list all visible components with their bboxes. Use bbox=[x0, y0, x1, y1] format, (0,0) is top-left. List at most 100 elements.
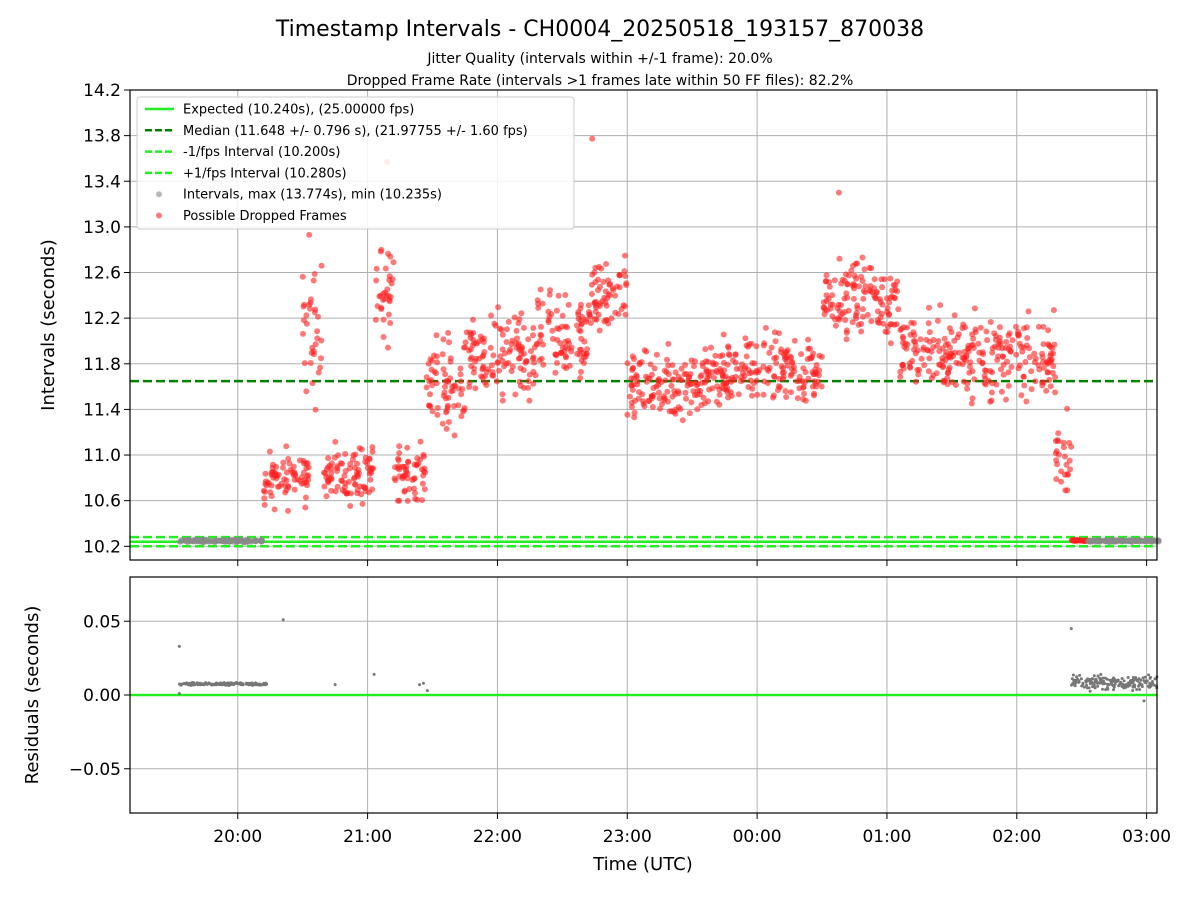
dropped-frame-point bbox=[308, 349, 315, 356]
dropped-frame-point bbox=[578, 346, 585, 353]
residual-point bbox=[425, 689, 429, 693]
dropped-frame-point bbox=[1055, 438, 1062, 445]
dropped-frame-point bbox=[1036, 366, 1043, 373]
dropped-frame-point bbox=[487, 344, 494, 351]
dropped-frame-point bbox=[683, 395, 689, 402]
residual-point bbox=[1137, 677, 1141, 681]
dropped-frame-point bbox=[538, 323, 544, 330]
dropped-frame-point bbox=[549, 335, 556, 342]
dropped-frame-point bbox=[942, 357, 949, 363]
dropped-frame-point bbox=[749, 360, 756, 367]
dropped-frame-point bbox=[1024, 335, 1031, 341]
dropped-frame-point bbox=[372, 316, 379, 323]
dropped-frame-point bbox=[428, 377, 434, 384]
dropped-frame-point bbox=[771, 355, 778, 362]
dropped-frame-point bbox=[411, 475, 418, 482]
dropped-frame-point bbox=[686, 410, 693, 417]
dropped-frame-point bbox=[631, 414, 638, 421]
dropped-frame-point bbox=[897, 373, 904, 380]
dropped-frame-point bbox=[945, 366, 952, 373]
intervals-y-tick-label: 11.0 bbox=[83, 446, 121, 466]
legend-entry-label: +1/fps Interval (10.280s) bbox=[183, 166, 347, 181]
dropped-frame-point bbox=[608, 315, 615, 322]
dropped-frame-point bbox=[966, 363, 973, 370]
residual-point bbox=[235, 681, 239, 685]
dropped-frame-point bbox=[540, 361, 547, 368]
dropped-frame-point bbox=[470, 369, 477, 376]
residual-point bbox=[1101, 676, 1105, 680]
dropped-frame-point bbox=[566, 362, 573, 369]
residual-point bbox=[1088, 679, 1092, 683]
legend-box bbox=[136, 96, 575, 230]
residual-point bbox=[421, 681, 425, 685]
dropped-frame-point bbox=[323, 493, 330, 500]
dropped-frame-point bbox=[874, 308, 881, 315]
dropped-frame-point bbox=[788, 389, 794, 396]
dropped-frame-point bbox=[1015, 331, 1022, 338]
dropped-frame-point bbox=[455, 385, 462, 392]
dropped-frame-point bbox=[604, 295, 611, 302]
residual-point bbox=[1092, 674, 1096, 678]
dropped-frame-point bbox=[334, 483, 341, 490]
dropped-frame-point bbox=[724, 389, 731, 396]
dropped-frame-point bbox=[1009, 337, 1016, 344]
dropped-frame-point bbox=[305, 476, 312, 483]
dropped-frame-point bbox=[725, 394, 731, 401]
dropped-frame-point bbox=[583, 350, 590, 357]
dropped-frame-point bbox=[318, 355, 324, 362]
residual-point bbox=[1124, 683, 1128, 687]
dropped-frame-point bbox=[499, 357, 506, 364]
dropped-frame-point bbox=[1023, 398, 1030, 405]
dropped-frame-point bbox=[623, 282, 630, 288]
dropped-frame-point bbox=[318, 262, 325, 269]
dropped-frame-point bbox=[794, 395, 801, 402]
dropped-frame-point bbox=[404, 497, 411, 504]
residual-point bbox=[233, 682, 237, 685]
dropped-frame-point bbox=[518, 310, 525, 317]
dropped-frame-point bbox=[703, 358, 710, 365]
dropped-frame-point bbox=[1013, 351, 1020, 358]
dropped-frame-point bbox=[775, 383, 782, 390]
dropped-frame-point bbox=[503, 326, 510, 333]
dropped-frame-point bbox=[732, 351, 739, 358]
dropped-frame-point bbox=[305, 472, 312, 479]
dropped-frame-point bbox=[1047, 383, 1054, 390]
dropped-frame-point bbox=[1000, 361, 1007, 368]
dropped-frame-point bbox=[419, 480, 426, 487]
dropped-frame-point bbox=[306, 231, 313, 238]
dropped-frame-point bbox=[405, 458, 411, 465]
dropped-frame-point bbox=[622, 311, 629, 318]
dropped-frame-point bbox=[283, 443, 290, 450]
dropped-frame-point bbox=[823, 272, 830, 279]
dropped-frame-point bbox=[622, 252, 628, 259]
dropped-frame-point bbox=[501, 363, 508, 370]
dropped-frame-point bbox=[593, 316, 600, 323]
interval-point bbox=[1093, 537, 1100, 544]
dropped-frame-point bbox=[318, 337, 325, 344]
dropped-frame-point bbox=[530, 368, 537, 375]
dropped-frame-point bbox=[499, 397, 506, 404]
dropped-frame-point bbox=[716, 391, 723, 398]
dropped-frame-point bbox=[714, 383, 721, 390]
dropped-frame-point bbox=[1064, 471, 1071, 477]
dropped-frame-point bbox=[764, 380, 771, 386]
dropped-frame-point bbox=[1019, 348, 1026, 355]
dropped-frame-point bbox=[427, 391, 433, 398]
dropped-frame-point bbox=[470, 342, 476, 349]
dropped-frame-point bbox=[589, 135, 596, 142]
dropped-frame-point bbox=[559, 312, 566, 319]
dropped-frame-point bbox=[317, 364, 324, 371]
dropped-frame-point bbox=[537, 286, 544, 293]
dropped-frame-point bbox=[845, 307, 852, 314]
dropped-frame-point bbox=[458, 413, 465, 420]
dropped-frame-point bbox=[362, 488, 369, 494]
intervals-x-ticks bbox=[237, 560, 1148, 566]
residual-point bbox=[208, 682, 212, 686]
residual-point bbox=[1143, 675, 1147, 679]
dropped-frame-point bbox=[1026, 345, 1033, 352]
dropped-frame-point bbox=[649, 395, 655, 402]
dropped-frame-point bbox=[843, 336, 850, 343]
dropped-frame-point bbox=[971, 376, 978, 383]
residual-point bbox=[1091, 685, 1094, 689]
dropped-frame-point bbox=[451, 432, 458, 439]
